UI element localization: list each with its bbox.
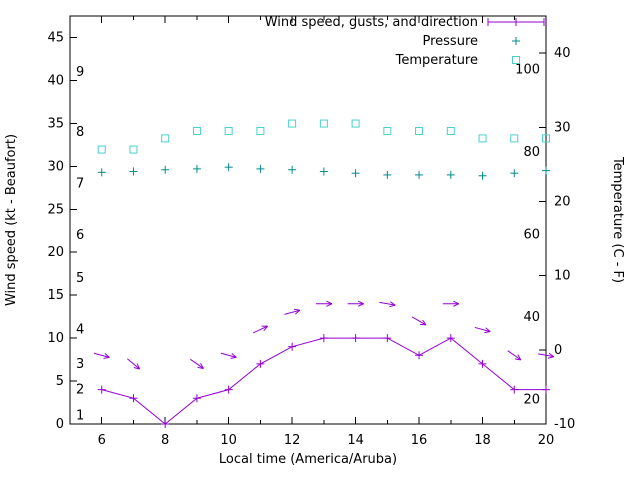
- svg-text:5: 5: [56, 374, 64, 389]
- svg-text:10: 10: [47, 331, 64, 346]
- svg-text:15: 15: [47, 288, 64, 303]
- svg-text:45: 45: [47, 30, 64, 45]
- svg-text:1: 1: [76, 408, 84, 423]
- y-axis-left-ticks: [70, 36, 77, 425]
- legend-item: Wind speed, gusts, and direction: [265, 15, 545, 30]
- svg-text:6: 6: [76, 228, 84, 243]
- beaufort-scale-labels: 1 2 3 4 5 6 7 8 9: [76, 65, 84, 424]
- svg-text:20: 20: [538, 433, 555, 448]
- legend-marker: [512, 56, 520, 64]
- svg-text:16: 16: [411, 433, 428, 448]
- wind-gust-arrows: [93, 300, 555, 370]
- svg-text:20: 20: [47, 245, 64, 260]
- legend-marker: [512, 37, 520, 45]
- legend-marker: [487, 18, 545, 26]
- svg-text:8: 8: [161, 433, 169, 448]
- y-axis-right-labels: -10 0 10 20 30 40: [554, 46, 575, 432]
- svg-text:2: 2: [76, 383, 84, 398]
- svg-text:12: 12: [284, 433, 301, 448]
- svg-text:5: 5: [76, 271, 84, 286]
- pressure-series: [97, 163, 550, 180]
- svg-text:8: 8: [76, 125, 84, 140]
- svg-text:Temperature: Temperature: [395, 53, 478, 68]
- svg-text:40: 40: [523, 310, 540, 325]
- x-axis-ticks: [101, 16, 547, 424]
- svg-text:10: 10: [220, 433, 237, 448]
- svg-text:14: 14: [347, 433, 364, 448]
- svg-text:Temperature (C - F): Temperature (C - F): [610, 156, 625, 283]
- y-axis-left-labels: 0 5 10 15 20 25 30 35 40 45: [47, 30, 64, 432]
- y-axis-title-right: Temperature (C - F): [610, 156, 625, 283]
- svg-text:0: 0: [56, 417, 64, 432]
- temperature-series: [97, 119, 550, 154]
- plot-frame: [69, 15, 547, 425]
- svg-text:35: 35: [47, 116, 64, 131]
- y-axis-right-ticks: [539, 52, 546, 425]
- legend-item: Temperature: [395, 53, 520, 68]
- chart-legend: Wind speed, gusts, and direction Pressure…: [265, 15, 545, 68]
- svg-text:40: 40: [47, 73, 64, 88]
- svg-text:30: 30: [47, 159, 64, 174]
- svg-text:80: 80: [523, 145, 540, 160]
- fahrenheit-scale-labels: 20 40 60 80 100: [515, 63, 540, 408]
- svg-text:40: 40: [554, 46, 571, 61]
- svg-text:20: 20: [523, 392, 540, 407]
- svg-text:-10: -10: [554, 417, 575, 432]
- wind-speed-series: [97, 334, 550, 428]
- svg-text:9: 9: [76, 65, 84, 80]
- svg-text:4: 4: [76, 323, 84, 338]
- svg-text:20: 20: [554, 194, 571, 209]
- svg-text:10: 10: [554, 269, 571, 284]
- svg-text:7: 7: [76, 176, 84, 191]
- y-axis-title-left: Wind speed (kt - Beaufort): [4, 134, 19, 306]
- x-axis-title: Local time (America/Aruba): [219, 452, 397, 467]
- svg-text:Wind speed (kt - Beaufort): Wind speed (kt - Beaufort): [4, 134, 19, 306]
- svg-text:Wind speed, gusts, and directi: Wind speed, gusts, and direction: [265, 15, 478, 30]
- svg-text:Local time (America/Aruba): Local time (America/Aruba): [219, 452, 397, 467]
- svg-text:100: 100: [515, 63, 540, 78]
- svg-text:30: 30: [554, 120, 571, 135]
- svg-text:0: 0: [554, 343, 562, 358]
- svg-text:25: 25: [47, 202, 64, 217]
- svg-text:3: 3: [76, 357, 84, 372]
- legend-item: Pressure: [422, 34, 520, 49]
- svg-text:6: 6: [98, 433, 106, 448]
- svg-text:Pressure: Pressure: [422, 34, 478, 49]
- svg-text:18: 18: [474, 433, 491, 448]
- x-axis-labels: 6 8 10 12 14 16 18 20: [98, 433, 555, 448]
- svg-text:60: 60: [523, 227, 540, 242]
